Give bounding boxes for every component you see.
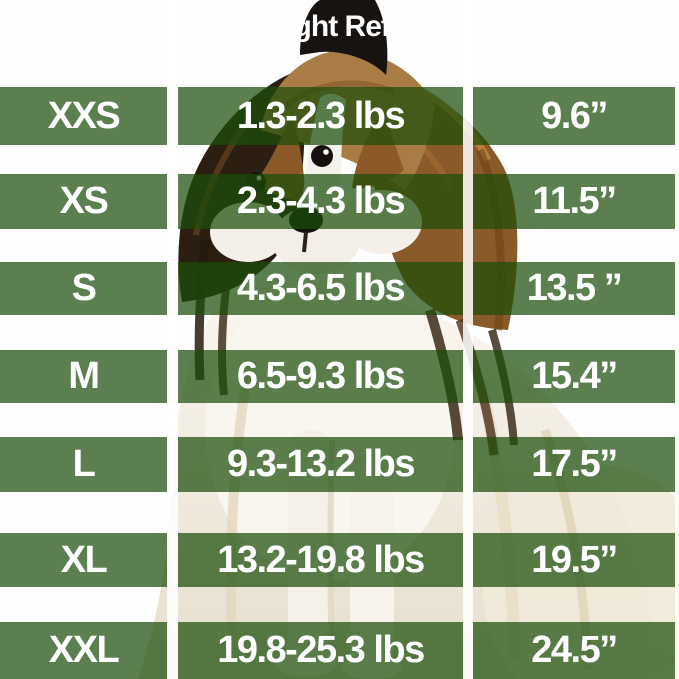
size-row-s: S 4.3-6.5 lbs 13.5 ” — [0, 262, 679, 315]
header-brand-size: Brand size — [12, 9, 156, 43]
column-separator-2 — [463, 0, 473, 679]
size-cell: XXL — [0, 622, 167, 679]
column-separator-1 — [167, 0, 178, 679]
chest-cell: 19.5” — [473, 533, 675, 587]
size-row-m: M 6.5-9.3 lbs 15.4” — [0, 350, 679, 403]
size-cell: XXS — [0, 87, 167, 145]
size-cell: S — [0, 262, 167, 315]
chest-cell: 9.6” — [473, 87, 675, 145]
weight-cell: 2.3-4.3 lbs — [178, 174, 463, 229]
weight-cell: 4.3-6.5 lbs — [178, 262, 463, 315]
weight-cell: 13.2-19.8 lbs — [178, 533, 463, 587]
size-row-xl: XL 13.2-19.8 lbs 19.5” — [0, 533, 679, 587]
weight-cell: 19.8-25.3 lbs — [178, 622, 463, 679]
size-cell: L — [0, 437, 167, 492]
header-chest: Chest — [534, 9, 614, 43]
chest-cell: 11.5” — [473, 174, 675, 229]
chest-cell: 17.5” — [473, 437, 675, 492]
chest-cell: 13.5 ” — [473, 262, 675, 315]
header-weight-ref: Weight Ref. — [243, 9, 398, 43]
size-cell: XS — [0, 174, 167, 229]
size-cell: M — [0, 350, 167, 403]
size-row-xxs: XXS 1.3-2.3 lbs 9.6” — [0, 87, 679, 145]
chest-cell: 15.4” — [473, 350, 675, 403]
size-row-xs: XS 2.3-4.3 lbs 11.5” — [0, 174, 679, 229]
size-cell: XL — [0, 533, 167, 587]
right-margin-strip — [675, 0, 679, 679]
size-row-l: L 9.3-13.2 lbs 17.5” — [0, 437, 679, 492]
weight-cell: 1.3-2.3 lbs — [178, 87, 463, 145]
weight-cell: 6.5-9.3 lbs — [178, 350, 463, 403]
weight-cell: 9.3-13.2 lbs — [178, 437, 463, 492]
chest-cell: 24.5” — [473, 622, 675, 679]
size-row-xxl: XXL 19.8-25.3 lbs 24.5” — [0, 622, 679, 679]
